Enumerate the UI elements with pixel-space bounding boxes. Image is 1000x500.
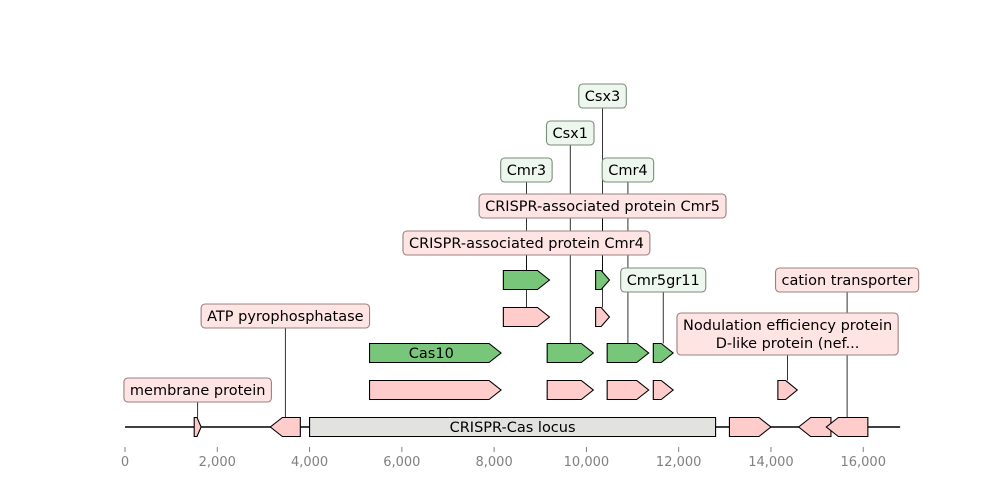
label-text: CRISPR-associated protein Cmr4 xyxy=(409,236,644,252)
label-csx3: Csx3 xyxy=(578,83,627,109)
label-text: Cmr5gr11 xyxy=(627,273,700,289)
label-text: Cmr4 xyxy=(608,163,647,179)
label-cmr5gr11: Cmr5gr11 xyxy=(620,267,707,293)
feature-cmr3 xyxy=(502,269,551,291)
label-cation-transporter: cation transporter xyxy=(774,267,920,293)
axis-tick-label: 8,000 xyxy=(476,455,513,470)
label-membrane-protein: membrane protein xyxy=(123,377,272,403)
feature-cas-cmr4-pink xyxy=(502,306,551,328)
feature-text-cas10: Cas10 xyxy=(409,346,454,362)
axis-tick-label: 6,000 xyxy=(383,455,420,470)
feature-track: CRISPR-Cas locus Cas10 xyxy=(193,269,869,438)
feature-gene-13100 xyxy=(728,416,772,438)
feature-nef-pink xyxy=(777,379,799,401)
label-atp-pyrophosphatase: ATP pyrophosphatase xyxy=(200,303,371,329)
label-box xyxy=(620,267,707,293)
axis-tick-label: 0 xyxy=(121,455,129,470)
label-text: membrane protein xyxy=(130,383,265,399)
label-box xyxy=(578,83,627,109)
label-text: cation transporter xyxy=(782,273,913,289)
axis-tick-label: 2,000 xyxy=(199,455,236,470)
label-cmr3: Cmr3 xyxy=(500,157,553,183)
axis-tick-label: 16,000 xyxy=(840,455,886,470)
axis-tick-label: 10,000 xyxy=(564,455,610,470)
label-cas-cmr4-pink: CRISPR-associated protein Cmr4 xyxy=(402,230,651,256)
feature-gene-14600 xyxy=(797,416,832,438)
label-text: Csx1 xyxy=(553,126,589,142)
feature-membrane-protein xyxy=(193,416,202,438)
label-text: Cmr3 xyxy=(507,163,546,179)
label-box xyxy=(402,230,651,256)
label-nef-pink: Nodulation efficiency protein D-like prot… xyxy=(676,312,899,356)
feature-csx1 xyxy=(546,342,595,364)
label-box xyxy=(676,312,899,356)
label-text: Csx3 xyxy=(585,89,621,105)
label-text: CRISPR-associated protein Cmr5 xyxy=(485,199,720,215)
feature-cmr5gr11-pink xyxy=(652,379,675,401)
feature-labels: membrane protein ATP pyrophosphatase catio… xyxy=(123,83,920,403)
label-connectors xyxy=(197,108,848,418)
feature-cas10-pink xyxy=(368,379,502,401)
feature-cmr5gr11 xyxy=(652,342,675,364)
feature-cas10 xyxy=(368,342,502,364)
label-cmr4: Cmr4 xyxy=(601,157,655,183)
feature-cas-cmr5-pink xyxy=(595,306,611,328)
label-box xyxy=(545,120,595,146)
sequence-axis: 0 2,000 4,000 6,000 8,000 10,000 12,000 14,000 1… xyxy=(121,426,901,470)
label-box xyxy=(123,377,272,403)
label-csx1: Csx1 xyxy=(545,120,595,146)
feature-text-crispr-cas-locus: CRISPR-Cas locus xyxy=(450,420,576,436)
feature-crispr-cas-locus xyxy=(309,416,717,438)
axis-tick-label: 4,000 xyxy=(291,455,328,470)
feature-cmr4-pink xyxy=(606,379,650,401)
label-text: Nodulation efficiency protein D-like prot… xyxy=(683,318,892,352)
label-text: ATP pyrophosphatase xyxy=(207,309,364,325)
axis-tick-label: 12,000 xyxy=(656,455,702,470)
feature-csx3 xyxy=(595,269,611,291)
label-box xyxy=(200,303,371,329)
feature-csx1-pink xyxy=(546,379,595,401)
label-cas-cmr5-pink: CRISPR-associated protein Cmr5 xyxy=(478,193,727,219)
label-box xyxy=(500,157,553,183)
label-box xyxy=(774,267,920,293)
feature-cation-transporter xyxy=(825,416,869,438)
feature-atp-pyrophosphatase xyxy=(269,416,301,438)
axis-tick-label: 14,000 xyxy=(748,455,794,470)
feature-cmr4 xyxy=(606,342,650,364)
label-box xyxy=(601,157,655,183)
label-box xyxy=(478,193,727,219)
